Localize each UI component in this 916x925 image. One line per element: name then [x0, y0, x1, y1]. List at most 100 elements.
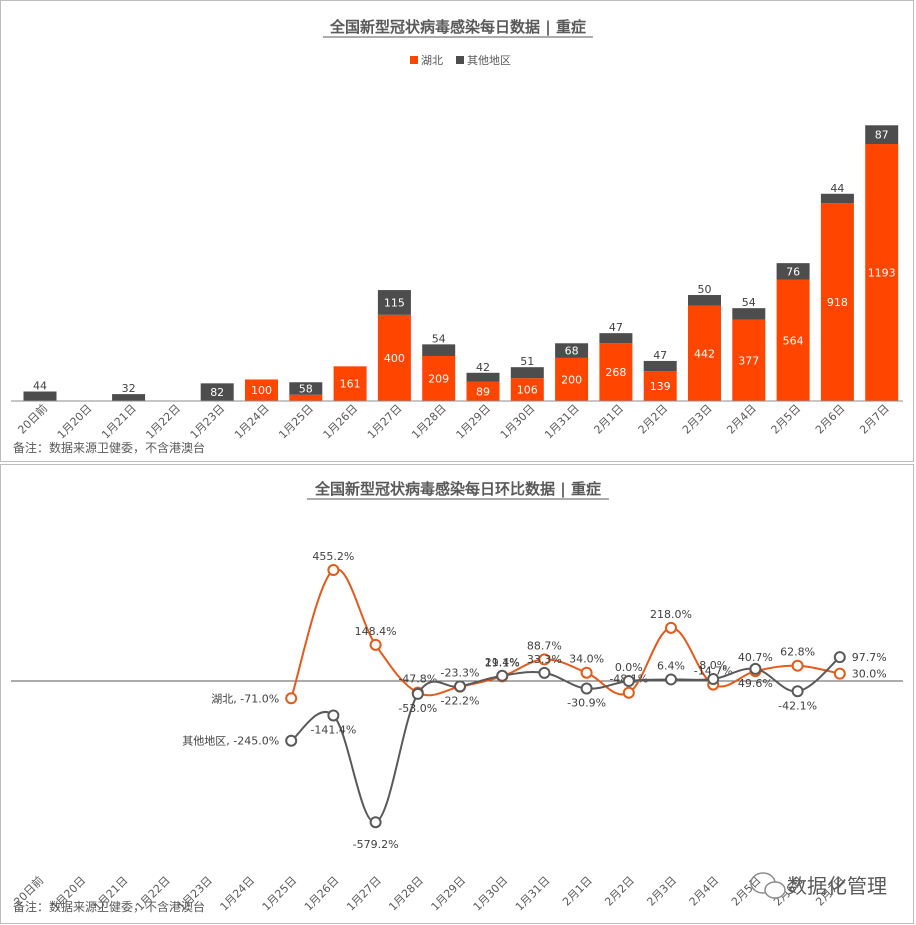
x-tick-label: 2月5日 — [769, 402, 804, 437]
point-label-hubei-6: 湖北, -71.0% — [211, 692, 279, 705]
x-tick-label: 1月27日 — [365, 402, 405, 442]
x-tick-label: 1月22日 — [143, 402, 183, 442]
bar-label-hubei-5: 100 — [251, 384, 272, 397]
point-hubei-6 — [285, 692, 298, 705]
x-tick-label: 1月28日 — [409, 402, 449, 442]
bar-label-other-9: 54 — [432, 332, 446, 345]
bar-label-other-16: 54 — [742, 296, 756, 309]
point-label-hubei-8: 148.4% — [355, 625, 397, 638]
data-source-note-2: 备注：数据来源卫健委，不含港澳台 — [13, 899, 205, 914]
bar-label-other-10: 42 — [476, 361, 490, 374]
bar-label-other-4: 82 — [210, 386, 224, 399]
bar-other-17 — [776, 263, 810, 280]
bar-label-other-6: 58 — [299, 383, 313, 396]
point-other-12 — [538, 666, 551, 679]
bar-other-13 — [599, 333, 633, 344]
point-other-8 — [369, 816, 382, 829]
bar-label-other-17: 76 — [786, 265, 800, 278]
x-tick-label-2: 1月28日 — [386, 874, 426, 914]
point-label-hubei-10: -23.3% — [441, 667, 480, 680]
data-source-note: 备注：数据来源卫健委，不含港澳台 — [13, 440, 205, 455]
bar-hubei-11 — [510, 378, 544, 401]
point-hubei-19 — [833, 667, 846, 680]
x-tick-label: 2月7日 — [857, 402, 892, 437]
bar-hubei-18 — [820, 203, 854, 401]
line-hubei — [290, 568, 840, 699]
point-other-19 — [833, 651, 846, 664]
bar-label-other-19: 87 — [875, 129, 889, 142]
bar-label-hubei-17: 564 — [783, 334, 804, 347]
bar-label-other-2: 32 — [122, 382, 136, 395]
line-chart-panel: 全国新型冠状病毒感染每日环比数据 | 重症 湖北, -71.0% 455.2% 14… — [0, 464, 914, 924]
bar-other-9 — [422, 344, 456, 356]
bar-other-8 — [377, 290, 411, 315]
bar-other-10 — [466, 372, 500, 382]
point-label-other-12: 33.3% — [527, 653, 562, 666]
bar-label-other-12: 68 — [565, 345, 579, 358]
point-label-hubei-17: 40.7% — [738, 651, 773, 664]
legend-swatch-other — [456, 56, 464, 64]
bar-label-hubei-19: 1193 — [868, 267, 896, 280]
point-label-hubei-15: 218.0% — [650, 608, 692, 621]
point-label-hubei-16: -14.7% — [694, 665, 733, 678]
x-tick-label: 2月2日 — [636, 402, 671, 437]
wechat-icon — [750, 872, 786, 899]
bar-hubei-12 — [555, 357, 589, 401]
x-tick-label: 1月26日 — [321, 402, 361, 442]
x-tick-label-2: 2月5日 — [729, 874, 764, 909]
point-label-other-18: -42.1% — [778, 699, 817, 712]
x-tick-label: 1月29日 — [454, 402, 494, 442]
bar-other-4 — [200, 383, 234, 401]
point-label-other-10: -22.2% — [441, 694, 480, 707]
x-tick-label: 1月21日 — [99, 402, 139, 442]
bar-hubei-7 — [333, 366, 367, 401]
x-tick-label: 2月1日 — [591, 402, 626, 437]
point-label-hubei-12: 88.7% — [527, 639, 562, 652]
point-hubei-13 — [580, 666, 593, 679]
point-other-18 — [791, 685, 804, 698]
x-tick-label: 1月24日 — [232, 402, 272, 442]
point-other-7 — [327, 709, 340, 722]
point-other-16 — [707, 673, 720, 686]
bar-other-11 — [510, 367, 544, 379]
bar-label-hubei-10: 89 — [476, 385, 490, 398]
x-tick-label-2: 1月29日 — [429, 874, 469, 914]
bar-chart: 全国新型冠状病毒感染每日数据 | 重症 湖北 其他地区 443208210029… — [11, 18, 903, 455]
x-tick-label-2: 1月27日 — [344, 874, 384, 914]
bar-label-other-8: 115 — [384, 296, 405, 309]
bar-label-hubei-11: 106 — [517, 384, 538, 397]
point-other-15 — [665, 673, 677, 686]
bar-label-hubei-7: 161 — [340, 378, 361, 391]
bar-hubei-5 — [245, 379, 278, 401]
point-label-hubei-19: 30.0% — [852, 668, 887, 681]
x-tick-label: 1月30日 — [498, 402, 538, 442]
bar-label-other-11: 51 — [520, 355, 534, 368]
x-tick-label: 2月3日 — [680, 402, 715, 437]
point-other-10 — [454, 680, 466, 693]
bar-hubei-10 — [466, 381, 500, 401]
point-hubei-8 — [369, 638, 382, 651]
point-other-9 — [411, 687, 424, 700]
legend-label-hubei: 湖北 — [421, 54, 443, 67]
bar-other-16 — [732, 308, 766, 320]
point-label-other-19: 97.7% — [852, 651, 887, 664]
point-label-hubei-9: -47.8% — [398, 673, 437, 686]
point-hubei-18 — [791, 659, 804, 672]
bar-other-2 — [112, 394, 146, 401]
point-other-11 — [496, 669, 509, 682]
point-hubei-15 — [665, 621, 677, 634]
bar-hubei-9 — [422, 355, 456, 401]
point-label-other-17: 49.6% — [738, 677, 773, 690]
point-label-hubei-18: 62.8% — [780, 646, 815, 659]
x-tick-label: 1月23日 — [188, 402, 228, 442]
bar-label-hubei-15: 442 — [694, 347, 715, 360]
bar-other-18 — [820, 193, 854, 204]
x-tick-label: 1月31日 — [542, 402, 582, 442]
bar-hubei-13 — [599, 343, 633, 401]
point-other-13 — [580, 682, 593, 695]
bar-label-hubei-14: 139 — [650, 380, 671, 393]
bar-label-other-13: 47 — [609, 321, 623, 334]
x-tick-label: 2月4日 — [724, 402, 759, 437]
point-label-other-15: 6.4% — [657, 659, 685, 672]
point-label-hubei-13: 34.0% — [569, 653, 604, 666]
